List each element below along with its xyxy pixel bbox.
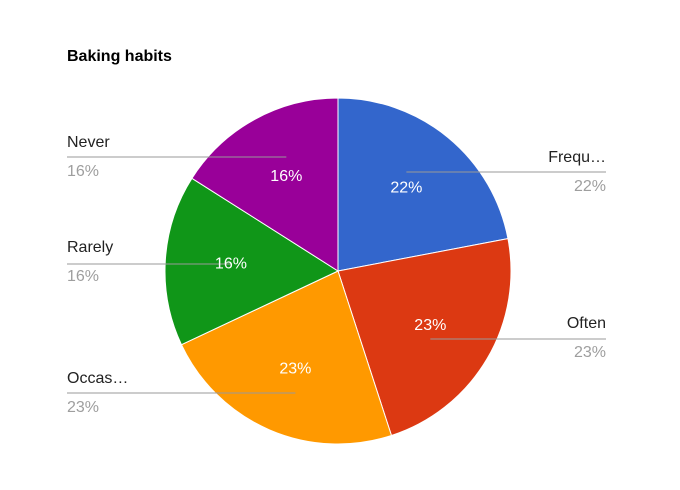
pie-slice (164, 177, 340, 346)
legend-label: Never (67, 134, 110, 151)
legend-value: 23% (574, 344, 606, 361)
legend-value: 23% (67, 399, 99, 416)
legend-label: Rarely (67, 239, 113, 256)
slice-label: 23% (279, 361, 311, 378)
pie-slice (337, 97, 509, 272)
pie-slice (337, 237, 512, 437)
chart-title: Baking habits (67, 48, 172, 65)
legend-label: Often (567, 315, 606, 332)
slice-label: 16% (270, 168, 302, 185)
pie-slice (180, 270, 393, 445)
slice-label: 16% (215, 255, 247, 272)
slice-label: 22% (390, 180, 422, 197)
legend-value: 22% (574, 178, 606, 195)
slice-label: 23% (414, 317, 446, 334)
legend-label: Occas… (67, 370, 128, 387)
legend-label: Frequ… (548, 149, 606, 166)
legend-value: 16% (67, 163, 99, 180)
legend-value: 16% (67, 268, 99, 285)
pie-slice (191, 97, 339, 272)
